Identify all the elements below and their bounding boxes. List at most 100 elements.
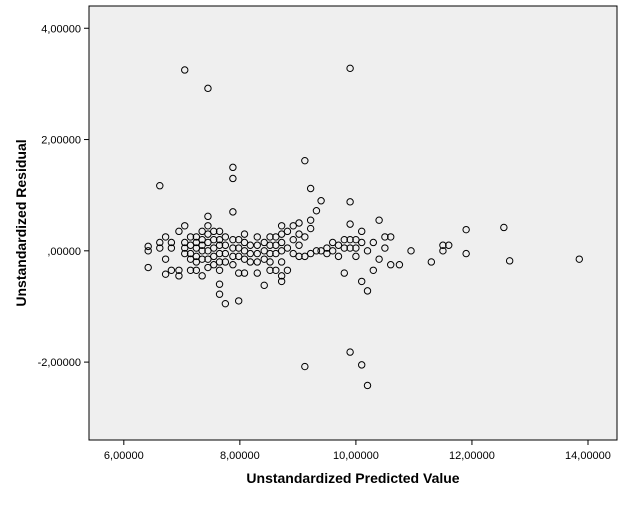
data-point — [204, 238, 212, 247]
data-point — [439, 247, 447, 255]
data-point — [301, 233, 309, 241]
data-point — [369, 238, 378, 247]
x-tick-label: 6,00000 — [104, 450, 144, 462]
data-point — [253, 269, 261, 277]
data-point — [253, 233, 261, 241]
data-point — [181, 222, 189, 230]
data-point — [505, 257, 514, 265]
data-point — [156, 182, 164, 190]
y-axis: -2,00000 ,00000 2,00000 4,00000 — [38, 23, 89, 369]
data-point — [198, 272, 206, 280]
data-point — [215, 280, 224, 288]
data-point — [445, 241, 453, 249]
data-point — [175, 272, 183, 280]
data-point — [266, 233, 274, 241]
data-point — [210, 252, 218, 261]
data-point — [352, 252, 360, 261]
data-point — [198, 235, 206, 244]
data-point — [266, 266, 274, 274]
data-point — [215, 290, 224, 298]
data-point — [346, 198, 354, 206]
data-point — [277, 238, 286, 247]
data-point — [156, 244, 164, 252]
data-point — [198, 227, 206, 236]
data-point — [198, 247, 206, 255]
data-point — [352, 244, 360, 252]
data-point — [306, 249, 315, 258]
data-point — [427, 258, 436, 266]
data-point — [462, 225, 470, 234]
data-point — [186, 241, 195, 249]
data-point — [266, 249, 274, 258]
data-point — [156, 238, 164, 247]
data-point — [253, 258, 261, 266]
data-point — [369, 266, 378, 274]
data-point — [175, 227, 183, 236]
data-point — [144, 242, 152, 251]
data-point — [301, 252, 309, 261]
data-point — [352, 235, 360, 244]
data-point — [289, 249, 297, 258]
data-point — [346, 64, 354, 73]
data-point — [575, 255, 583, 263]
data-point — [192, 252, 201, 261]
data-point — [240, 247, 249, 255]
x-tick-label: 12,00000 — [449, 450, 495, 462]
data-point — [277, 277, 286, 286]
data-point — [210, 227, 218, 236]
data-point — [229, 208, 237, 216]
data-point — [240, 255, 249, 263]
data-point — [260, 281, 268, 290]
data-point — [289, 222, 297, 230]
data-point — [277, 247, 286, 255]
data-point — [266, 241, 274, 249]
data-point — [144, 247, 152, 255]
data-point — [246, 258, 255, 266]
x-tick-label: 14,00000 — [565, 450, 611, 462]
data-point — [375, 216, 383, 224]
data-point — [204, 84, 212, 93]
data-point — [462, 249, 470, 258]
data-point — [301, 156, 309, 165]
data-point — [167, 266, 176, 274]
data-point — [229, 261, 237, 269]
data-point — [186, 233, 195, 241]
y-tick-label: 2,00000 — [41, 135, 81, 147]
data-point — [234, 244, 243, 252]
data-point — [215, 249, 224, 258]
data-point — [221, 241, 230, 249]
data-point — [186, 266, 195, 274]
data-point — [346, 244, 354, 252]
data-point — [272, 266, 280, 274]
data-point — [221, 299, 230, 308]
data-point — [167, 238, 176, 247]
data-point — [346, 235, 354, 244]
y-tick-label: 4,00000 — [41, 23, 81, 35]
data-point — [198, 241, 206, 249]
data-point — [161, 233, 170, 241]
data-point — [161, 270, 170, 278]
data-point — [192, 244, 201, 252]
data-point — [186, 255, 195, 263]
y-tick-label: ,00000 — [47, 246, 81, 258]
data-point — [229, 174, 237, 183]
data-point — [240, 269, 249, 277]
data-point — [358, 361, 366, 369]
data-point — [323, 244, 331, 252]
data-point — [328, 247, 337, 255]
data-point — [407, 247, 415, 255]
data-point — [204, 255, 212, 263]
data-point — [272, 233, 280, 241]
data-point — [260, 255, 268, 263]
data-point — [375, 255, 383, 263]
data-point — [334, 241, 343, 249]
data-point — [204, 212, 212, 221]
data-point — [295, 230, 303, 238]
data-point — [283, 266, 292, 274]
x-tick-label: 10,00000 — [333, 450, 379, 462]
data-point — [340, 269, 348, 277]
data-point — [277, 230, 286, 238]
data-point — [395, 261, 404, 269]
data-point — [204, 247, 212, 255]
